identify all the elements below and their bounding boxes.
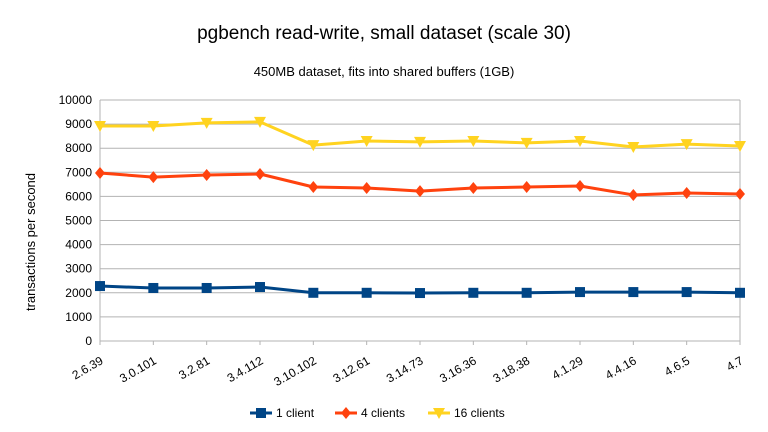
triangle-marker [627, 141, 640, 153]
square-marker [361, 287, 372, 298]
legend-label: 1 client [276, 406, 315, 420]
x-tick-label: 3.0.101 [117, 353, 159, 385]
y-tick-label: 2000 [65, 286, 92, 300]
triangle-marker [574, 135, 586, 147]
square-marker [95, 281, 105, 292]
y-tick-label: 7000 [65, 165, 92, 179]
y-axis-label: transactions per second [23, 173, 38, 311]
chart-subtitle: 450MB dataset, fits into shared buffers … [254, 64, 515, 79]
square-marker [521, 287, 532, 298]
series-16-clients [94, 116, 746, 153]
triangle-marker [147, 121, 160, 133]
diamond-marker [575, 180, 585, 193]
x-tick-label: 3.12.61 [330, 353, 372, 385]
triangle-marker [94, 121, 106, 133]
diamond-marker [681, 187, 692, 200]
diamond-marker [628, 188, 639, 201]
diamond-marker [148, 171, 159, 184]
chart-title: pgbench read-write, small dataset (scale… [197, 23, 571, 44]
square-marker [575, 287, 585, 298]
diamond-marker [308, 181, 319, 194]
triangle-marker [734, 141, 746, 153]
triangle-marker [254, 116, 266, 128]
triangle-marker [414, 136, 426, 148]
square-marker [255, 282, 265, 293]
triangle-marker [360, 135, 373, 147]
triangle-marker [200, 117, 213, 129]
legend-label: 4 clients [361, 406, 405, 420]
y-tick-label: 5000 [65, 214, 92, 228]
diamond-marker [521, 181, 532, 194]
y-tick-label: 3000 [65, 262, 92, 276]
diamond-marker [201, 168, 212, 181]
triangle-marker [467, 135, 480, 147]
x-tick-label: 3.14.73 [384, 353, 426, 385]
x-tick-label: 3.10.102 [271, 353, 319, 389]
x-tick-label: 2.6.39 [70, 353, 106, 382]
diamond-marker [468, 181, 479, 194]
square-marker [201, 282, 212, 293]
y-tick-label: 9000 [65, 117, 92, 131]
x-tick-label: 3.2.81 [176, 353, 212, 382]
y-tick-label: 1000 [65, 310, 92, 324]
square-marker [148, 282, 159, 293]
triangle-marker [680, 139, 693, 151]
diamond-marker [341, 407, 351, 419]
y-tick-label: 4000 [65, 238, 92, 252]
square-marker [256, 408, 266, 418]
legend-item: 1 client [250, 406, 315, 420]
diamond-marker [95, 167, 105, 180]
diamond-marker [255, 167, 265, 180]
diamond-marker [735, 187, 745, 200]
legend-label: 16 clients [454, 406, 505, 420]
y-tick-label: 10000 [59, 93, 93, 107]
x-tick-label: 3.4.112 [225, 353, 266, 385]
x-tick-label: 3.16.36 [437, 353, 479, 385]
diamond-marker [415, 185, 425, 198]
x-tick-label: 4.7 [724, 353, 746, 374]
square-marker [681, 287, 692, 298]
square-marker [468, 287, 479, 298]
x-tick-label: 3.18.38 [490, 353, 532, 385]
x-tick-label: 4.1.29 [550, 353, 586, 382]
diamond-marker [361, 181, 372, 194]
x-tick-label: 4.6.5 [662, 353, 692, 379]
legend-item: 16 clients [428, 406, 505, 420]
square-marker [735, 287, 745, 298]
y-tick-label: 0 [85, 334, 92, 348]
x-tick-label: 4.4.16 [603, 353, 639, 382]
square-marker [308, 287, 319, 298]
series-4-clients [95, 167, 745, 201]
y-tick-label: 8000 [65, 141, 92, 155]
triangle-marker [433, 408, 445, 419]
square-marker [415, 288, 425, 299]
square-marker [628, 287, 639, 298]
triangle-marker [307, 140, 320, 152]
series-1-client [95, 281, 745, 299]
y-tick-label: 6000 [65, 189, 92, 203]
legend-item: 4 clients [335, 406, 405, 420]
triangle-marker [520, 137, 533, 149]
